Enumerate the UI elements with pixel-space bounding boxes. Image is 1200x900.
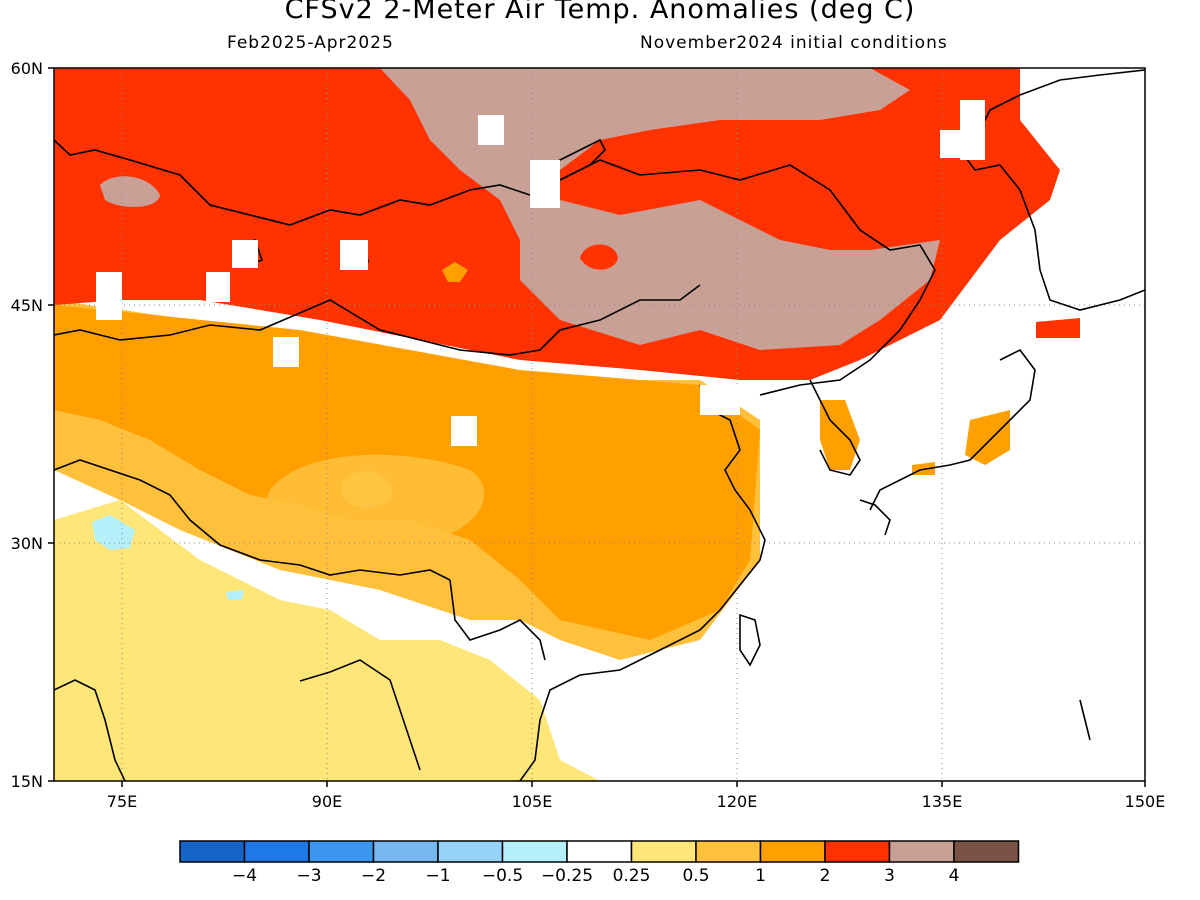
colorbar-label: −0.25 bbox=[541, 866, 593, 886]
region-red-blob bbox=[580, 244, 618, 270]
initial-conditions: November2024 initial conditions bbox=[640, 33, 948, 53]
lon-tick-label: 75E bbox=[107, 792, 137, 811]
colorbar-label: 4 bbox=[949, 866, 960, 886]
lon-tick-label: 150E bbox=[1125, 792, 1166, 811]
colorbar-label: 1 bbox=[755, 866, 766, 886]
lat-tick-label: 15N bbox=[11, 772, 43, 791]
shaded-field bbox=[54, 68, 1145, 781]
region-orange-blob bbox=[442, 262, 468, 282]
map-title: CFSv2 2-Meter Air Temp. Anomalies (deg C… bbox=[284, 0, 916, 25]
colorbar-label: −0.5 bbox=[482, 866, 523, 886]
region-brown-mongolia bbox=[380, 68, 940, 350]
lon-tick-label: 135E bbox=[922, 792, 963, 811]
region-japan-orange bbox=[965, 410, 1010, 465]
region-japan-red bbox=[1036, 318, 1080, 338]
colorbar-swatch bbox=[308, 840, 375, 863]
colorbar-swatch bbox=[695, 840, 762, 863]
region-brown-kazakh bbox=[100, 176, 160, 207]
region-tibet-lightorange bbox=[266, 454, 485, 542]
lon-tick-label: 90E bbox=[312, 792, 342, 811]
lat-tick-label: 45N bbox=[11, 296, 43, 315]
lat-tick-label: 60N bbox=[11, 59, 43, 78]
colorbar-swatch bbox=[953, 840, 1020, 863]
colorbar-label: 0.25 bbox=[613, 866, 651, 886]
colorbar: −4 −3 −2 −1 −0.5 −0.25 0.25 0.5 1 2 3 4 bbox=[179, 840, 1020, 886]
lon-tick-label: 105E bbox=[512, 792, 553, 811]
colorbar-label: −4 bbox=[232, 866, 257, 886]
lon-axis: 75E 90E 105E 120E 135E 150E bbox=[107, 792, 1166, 811]
colorbar-swatch bbox=[888, 840, 955, 863]
colorbar-label: 0.5 bbox=[682, 866, 709, 886]
colorbar-label: −2 bbox=[361, 866, 386, 886]
colorbar-label: 3 bbox=[884, 866, 895, 886]
colorbar-swatch bbox=[437, 840, 504, 863]
colorbar-swatch bbox=[501, 840, 568, 863]
colorbar-swatch bbox=[372, 840, 439, 863]
region-korea bbox=[820, 400, 860, 470]
gridlines bbox=[54, 68, 1145, 781]
colorbar-label: 2 bbox=[820, 866, 831, 886]
colorbar-swatch bbox=[566, 840, 633, 863]
colorbar-swatch bbox=[243, 840, 310, 863]
region-blue-spot bbox=[92, 515, 135, 550]
colorbar-swatch bbox=[630, 840, 697, 863]
lat-axis: 60N 45N 30N 15N bbox=[11, 59, 43, 791]
colorbar-swatch bbox=[179, 840, 246, 863]
valid-period: Feb2025-Apr2025 bbox=[227, 33, 394, 53]
lat-tick-label: 30N bbox=[11, 534, 43, 553]
masked-cells bbox=[96, 100, 985, 446]
colorbar-swatch bbox=[759, 840, 826, 863]
lon-tick-label: 120E bbox=[717, 792, 758, 811]
colorbar-label: −3 bbox=[296, 866, 321, 886]
colorbar-label: −1 bbox=[425, 866, 450, 886]
region-yellow-south bbox=[54, 500, 600, 781]
map-frame bbox=[53, 67, 1146, 782]
tick-marks bbox=[48, 67, 1146, 787]
region-blue-spot-2 bbox=[226, 590, 244, 600]
colorbar-swatch bbox=[824, 840, 891, 863]
